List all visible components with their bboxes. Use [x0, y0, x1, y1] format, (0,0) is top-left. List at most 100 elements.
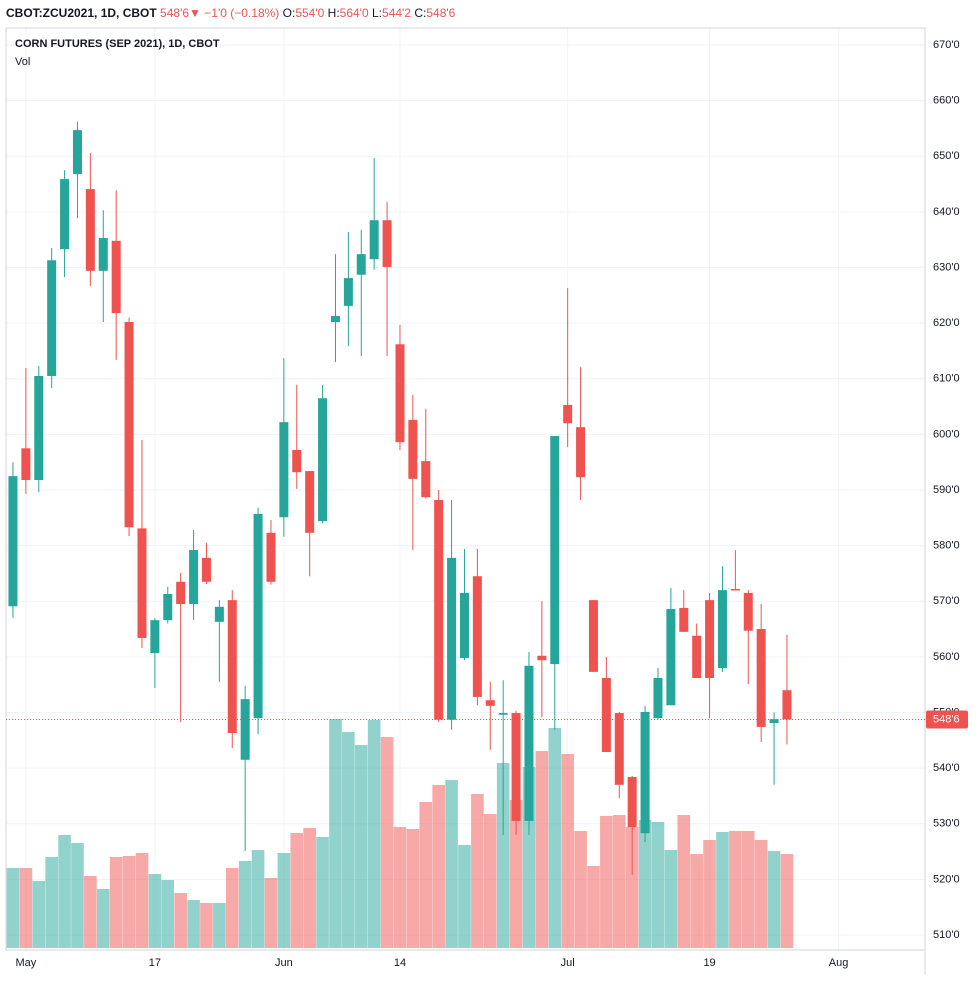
candle-body [756, 629, 766, 727]
volume-bar [535, 751, 549, 948]
volume-bar [238, 861, 252, 948]
candle-body [318, 398, 328, 522]
volume-bar [419, 802, 433, 948]
volume-bar [741, 831, 755, 948]
y-tick-label: 610'0 [933, 373, 960, 385]
candle-body [305, 471, 315, 533]
volume-bar [612, 815, 626, 948]
y-tick-label: 590'0 [933, 484, 960, 496]
x-tick-label: 17 [149, 957, 161, 969]
candle-body [21, 448, 31, 480]
volume-bar [664, 850, 678, 948]
volume-bar [767, 851, 781, 948]
volume-bar [703, 840, 716, 948]
volume-bar [135, 853, 149, 948]
volume-bar [187, 900, 200, 948]
arrow: ▼ [189, 6, 201, 20]
volume-bar [651, 822, 665, 948]
volume-bar [277, 853, 291, 948]
candle-body [563, 404, 573, 424]
volume-bar [483, 814, 497, 948]
candle-body [47, 260, 57, 376]
candle-body [511, 713, 521, 821]
candle-body [266, 532, 276, 582]
candle-body [279, 422, 289, 518]
candle-body [111, 240, 121, 314]
candle-body [576, 427, 586, 478]
volume-bar [122, 856, 136, 948]
y-tick-label: 600'0 [933, 428, 960, 440]
price-label-bg [926, 710, 968, 729]
y-tick-label: 670'0 [933, 39, 960, 51]
o: 554'0 [295, 6, 325, 20]
volume-bar [148, 874, 162, 948]
candle-body [485, 700, 495, 706]
volume-bar [58, 835, 71, 948]
y-tick-label: 560'0 [933, 651, 960, 663]
candle-body [705, 600, 715, 679]
volume-bar [625, 827, 639, 948]
candle-body [653, 678, 663, 719]
candle-body [343, 278, 353, 306]
candle-body [692, 635, 702, 679]
volume-bar [71, 843, 84, 948]
candle-body [434, 500, 444, 720]
volume-bar [587, 866, 600, 948]
x-tick-label: Aug [829, 957, 849, 969]
candle-body [8, 476, 18, 607]
volume-bar [200, 903, 213, 948]
volume-bar [780, 854, 794, 948]
plot-frame [5, 27, 926, 951]
volume-bar [264, 878, 278, 948]
candle-body [137, 528, 147, 638]
candle-body [730, 589, 740, 591]
volume-bar [6, 868, 20, 948]
price-label: 548'6 [933, 713, 960, 725]
y-tick-label: 530'0 [933, 818, 960, 830]
volume-bar [548, 728, 562, 948]
volume-bar [445, 780, 458, 948]
h: 564'0 [339, 6, 369, 20]
volume-bar [471, 794, 484, 948]
y-tick-label: 510'0 [933, 929, 960, 941]
volume-bar [509, 800, 523, 948]
volume-bar [393, 827, 407, 948]
y-tick-label: 650'0 [933, 150, 960, 162]
candle-body [666, 609, 676, 706]
y-tick-label: 660'0 [933, 95, 960, 107]
last: 548'6 [160, 6, 190, 20]
candle-body [395, 344, 405, 443]
volume-bar [677, 815, 691, 948]
volume-bar [600, 816, 613, 948]
candle-body [201, 557, 211, 582]
candle-body [498, 713, 508, 715]
volume-label: Vol [15, 56, 30, 68]
candle-body [601, 678, 611, 752]
volume-bar [109, 857, 123, 948]
volume-bar [432, 785, 445, 948]
x-tick-label: Jun [275, 957, 293, 969]
candle-body [356, 254, 366, 275]
candle-body [679, 607, 689, 632]
candle-body [769, 719, 779, 724]
c-key: C: [414, 6, 427, 20]
candle-body [472, 576, 482, 697]
candle-body [382, 220, 392, 267]
candle-body [614, 713, 624, 785]
volume-bar [754, 840, 768, 948]
x-tick-label: May [15, 957, 36, 969]
candle-body [640, 711, 650, 834]
candle-body [588, 600, 598, 672]
candle-body [447, 557, 457, 720]
candle-body [369, 220, 379, 260]
o-key: O: [282, 6, 296, 20]
h-key: H: [327, 6, 340, 20]
volume-bar [96, 889, 110, 948]
volume-bar [251, 850, 265, 948]
volume-bar [84, 876, 97, 948]
volume-bar [367, 720, 381, 948]
volume-bar [303, 828, 316, 948]
x-tick-label: Jul [561, 957, 575, 969]
volume-bar [45, 857, 58, 948]
